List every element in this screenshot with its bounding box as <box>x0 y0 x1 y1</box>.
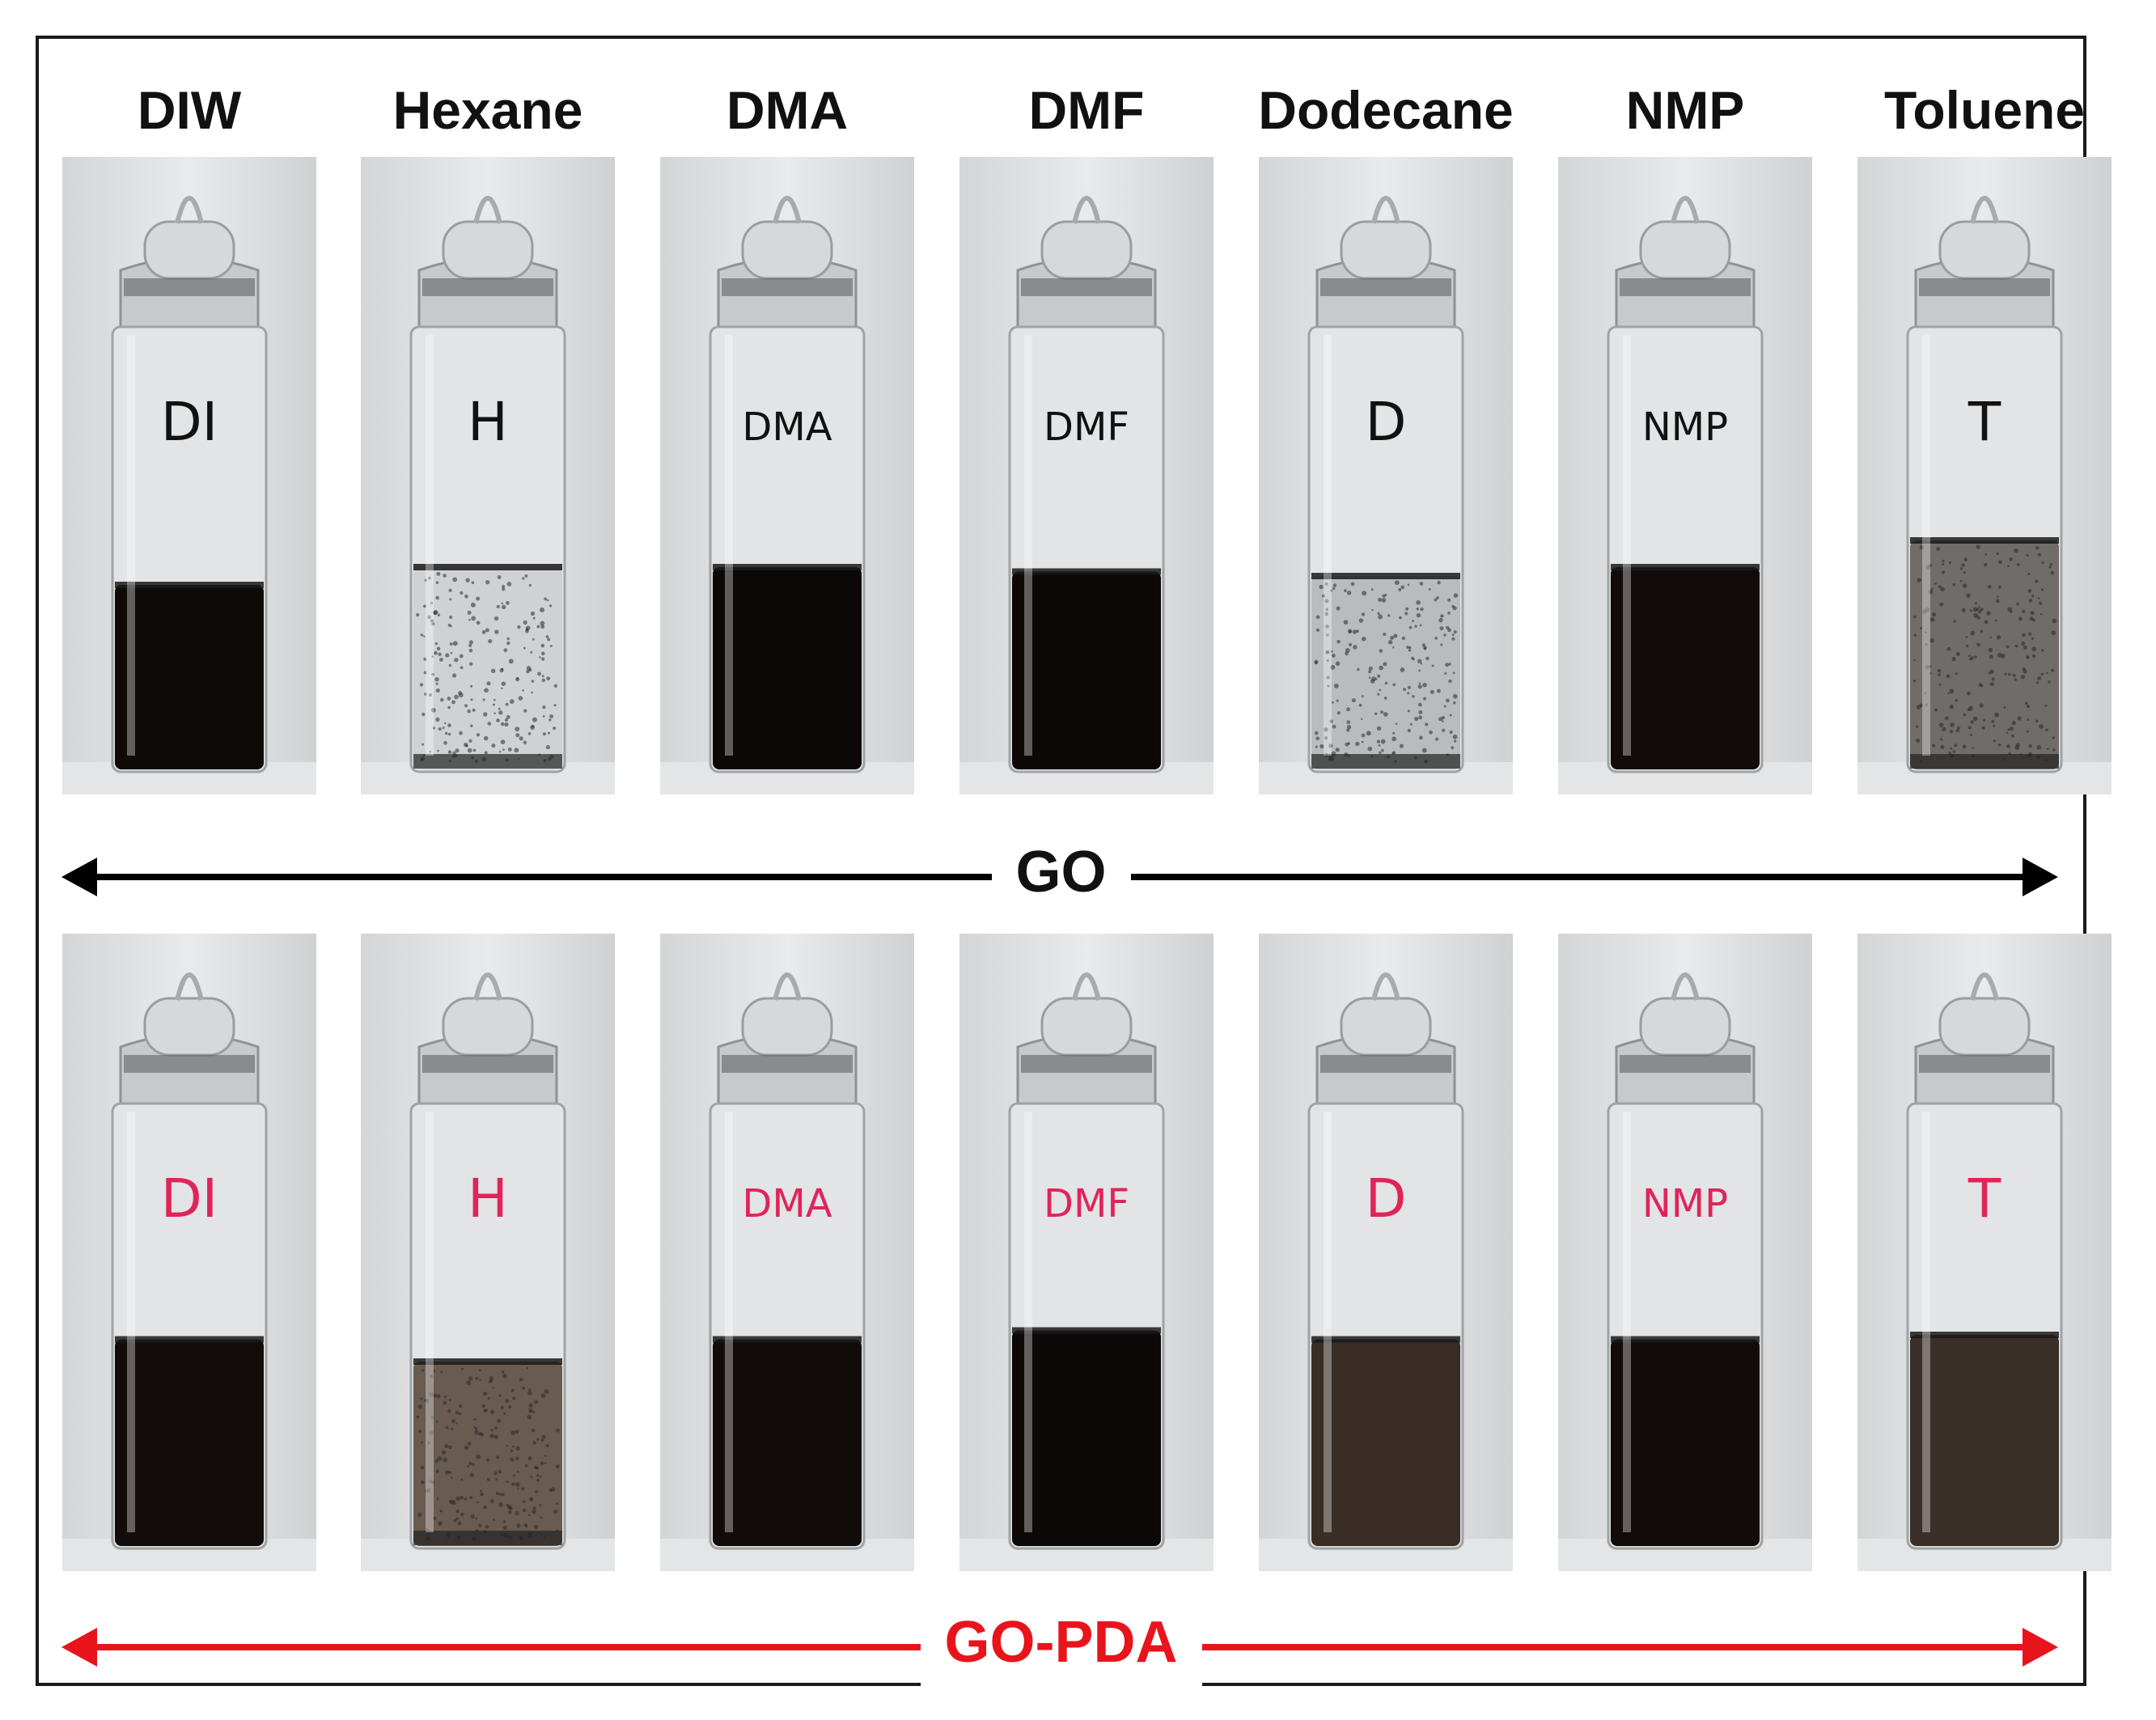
go-vial-photo-nmp: NMP <box>1558 157 1812 794</box>
vial-illustration: D <box>1259 157 1513 794</box>
vial-handwritten-mark: H <box>468 391 508 453</box>
go-vial-photo-diw: DI <box>62 157 316 794</box>
vial-handwritten-mark: T <box>1968 1167 2001 1230</box>
vial-handwritten-mark: DMF <box>1044 1181 1129 1226</box>
vial-illustration: DMF <box>959 157 1214 794</box>
solvent-label-toluene: Toluene <box>1883 80 2086 140</box>
go-pda-vial-photo-dma: DMA <box>660 934 914 1571</box>
vial-illustration: NMP <box>1558 934 1812 1571</box>
solvent-label-dodecane: Dodecane <box>1258 80 1514 140</box>
solvent-label-nmp: NMP <box>1625 80 1745 140</box>
solvent-label-dma: DMA <box>726 80 849 140</box>
vial-illustration: NMP <box>1558 157 1812 794</box>
go-vial-photo-dmf: DMF <box>959 157 1214 794</box>
vial-illustration: DMA <box>660 934 914 1571</box>
go-pda-vial-photo-dodecane: D <box>1259 934 1513 1571</box>
vial-illustration: H <box>361 157 615 794</box>
go-arrow: GO <box>39 828 2083 926</box>
vial-handwritten-mark: T <box>1968 391 2001 453</box>
go-pda-vial-photo-dmf: DMF <box>959 934 1214 1571</box>
go-pda-vial-photo-toluene: T <box>1857 934 2112 1571</box>
go-pda-vial-photo-hexane: H <box>361 934 615 1571</box>
go-pda-vial-row: DI H DMA DMF D NMP T <box>39 934 2112 1573</box>
go-vial-row: DI H DMA DMF D NMP T <box>39 157 2112 796</box>
vial-handwritten-mark: H <box>468 1167 508 1230</box>
vial-handwritten-mark: DMA <box>742 405 832 450</box>
go-vial-photo-dma: DMA <box>660 157 914 794</box>
vial-handwritten-mark: NMP <box>1642 405 1728 450</box>
vial-illustration: H <box>361 934 615 1571</box>
vial-illustration: T <box>1857 157 2112 794</box>
solvent-label-dmf: DMF <box>1028 80 1145 140</box>
vial-illustration: DMF <box>959 934 1214 1571</box>
solvent-label-hexane: Hexane <box>392 80 583 140</box>
go-pda-label: GO-PDA <box>920 1599 1202 1686</box>
vial-illustration: T <box>1857 934 2112 1571</box>
vial-handwritten-mark: DI <box>161 1167 218 1230</box>
go-pda-vial-photo-diw: DI <box>62 934 316 1571</box>
solvent-label-diw: DIW <box>137 80 242 140</box>
vial-handwritten-mark: NMP <box>1642 1181 1728 1226</box>
go-vial-photo-dodecane: D <box>1259 157 1513 794</box>
vial-illustration: DMA <box>660 157 914 794</box>
vial-illustration: DI <box>62 934 316 1571</box>
solvent-labels: DIW Hexane DMA DMF Dodecane NMP Toluene <box>39 39 2085 160</box>
go-vial-photo-hexane: H <box>361 157 615 794</box>
vial-handwritten-mark: DMF <box>1044 405 1129 450</box>
vial-illustration: DI <box>62 157 316 794</box>
vial-handwritten-mark: DI <box>161 391 218 453</box>
vial-handwritten-mark: D <box>1366 1167 1407 1230</box>
go-pda-arrow: GO-PDA <box>39 1599 2083 1696</box>
vial-handwritten-mark: D <box>1366 391 1407 453</box>
figure-frame: DIW Hexane DMA DMF Dodecane NMP Toluene … <box>36 36 2112 1686</box>
go-pda-vial-photo-nmp: NMP <box>1558 934 1812 1571</box>
go-vial-photo-toluene: T <box>1857 157 2112 794</box>
vial-illustration: D <box>1259 934 1513 1571</box>
go-label: GO <box>991 828 1131 916</box>
vial-handwritten-mark: DMA <box>742 1181 832 1226</box>
